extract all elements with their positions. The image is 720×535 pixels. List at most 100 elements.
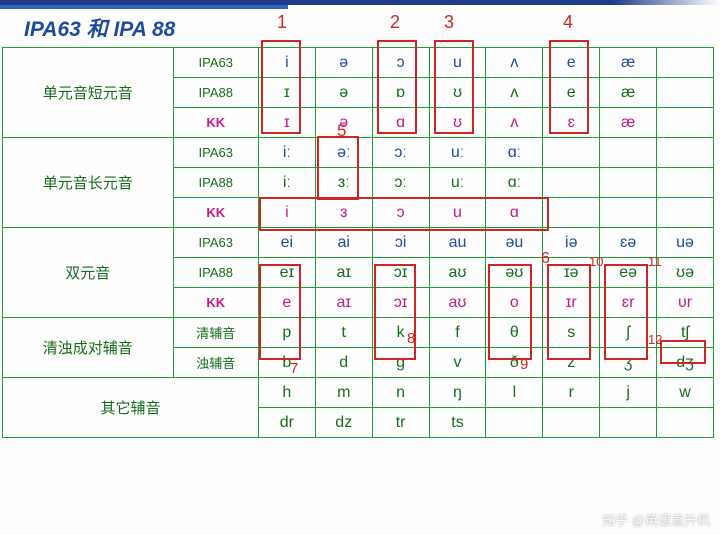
phoneme-cell bbox=[543, 138, 600, 168]
ipa-table-wrapper: 单元音短元音IPA63iəɔuʌeæIPA88ɪəɒʊʌeæKKɪəɑʊʌɛæ单… bbox=[0, 47, 720, 438]
system-label: IPA88 bbox=[173, 258, 258, 288]
phoneme-cell: g bbox=[372, 348, 429, 378]
phoneme-cell: ʊ bbox=[429, 78, 486, 108]
phoneme-cell: dʒ bbox=[657, 348, 714, 378]
phoneme-cell: tʃ bbox=[657, 318, 714, 348]
phoneme-cell: e bbox=[543, 48, 600, 78]
phoneme-cell: i bbox=[258, 198, 315, 228]
system-label: IPA63 bbox=[173, 228, 258, 258]
phoneme-cell: ʒ bbox=[600, 348, 657, 378]
phoneme-cell: əu bbox=[486, 228, 543, 258]
phoneme-cell: h bbox=[258, 378, 315, 408]
ipa-table: 单元音短元音IPA63iəɔuʌeæIPA88ɪəɒʊʌeæKKɪəɑʊʌɛæ单… bbox=[2, 47, 714, 438]
phoneme-cell: j bbox=[600, 378, 657, 408]
phoneme-cell: n bbox=[372, 378, 429, 408]
phoneme-cell: m bbox=[315, 378, 372, 408]
phoneme-cell: uə bbox=[657, 228, 714, 258]
phoneme-cell: əʊ bbox=[486, 258, 543, 288]
phoneme-cell bbox=[657, 408, 714, 438]
phoneme-cell: ɒ bbox=[372, 78, 429, 108]
phoneme-cell: k bbox=[372, 318, 429, 348]
phoneme-cell: ɑː bbox=[486, 138, 543, 168]
phoneme-cell: ɑː bbox=[486, 168, 543, 198]
phoneme-cell: e bbox=[543, 78, 600, 108]
system-label: IPA88 bbox=[173, 168, 258, 198]
system-label: KK bbox=[173, 288, 258, 318]
phoneme-cell: θ bbox=[486, 318, 543, 348]
phoneme-cell: l bbox=[486, 378, 543, 408]
phoneme-cell: ɜː bbox=[315, 168, 372, 198]
system-label: KK bbox=[173, 198, 258, 228]
system-label: IPA63 bbox=[173, 48, 258, 78]
phoneme-cell: iː bbox=[258, 138, 315, 168]
phoneme-cell: æ bbox=[600, 108, 657, 138]
phoneme-cell: iə bbox=[543, 228, 600, 258]
phoneme-cell bbox=[657, 168, 714, 198]
phoneme-cell: ɔɪ bbox=[372, 288, 429, 318]
category-label: 清浊成对辅音 bbox=[3, 318, 174, 378]
phoneme-cell: ɑ bbox=[486, 198, 543, 228]
phoneme-cell: uː bbox=[429, 138, 486, 168]
phoneme-cell: ʌ bbox=[486, 78, 543, 108]
phoneme-cell: aʊ bbox=[429, 288, 486, 318]
phoneme-cell: ɔː bbox=[372, 168, 429, 198]
phoneme-cell: ɔː bbox=[372, 138, 429, 168]
phoneme-cell: ɪə bbox=[543, 258, 600, 288]
phoneme-cell: ɜ bbox=[315, 198, 372, 228]
phoneme-cell: dz bbox=[315, 408, 372, 438]
phoneme-cell: u bbox=[429, 198, 486, 228]
phoneme-cell: ɛə bbox=[600, 228, 657, 258]
phoneme-cell: ŋ bbox=[429, 378, 486, 408]
phoneme-cell bbox=[657, 48, 714, 78]
phoneme-cell: s bbox=[543, 318, 600, 348]
phoneme-cell: ɪ bbox=[258, 78, 315, 108]
phoneme-cell bbox=[600, 408, 657, 438]
phoneme-cell: ɔ bbox=[372, 48, 429, 78]
phoneme-cell: d bbox=[315, 348, 372, 378]
phoneme-cell: ð bbox=[486, 348, 543, 378]
phoneme-cell: aʊ bbox=[429, 258, 486, 288]
category-label: 单元音长元音 bbox=[3, 138, 174, 228]
phoneme-cell: t bbox=[315, 318, 372, 348]
category-label: 单元音短元音 bbox=[3, 48, 174, 138]
phoneme-cell: ʌ bbox=[486, 48, 543, 78]
phoneme-cell: eɪ bbox=[258, 258, 315, 288]
phoneme-cell bbox=[543, 408, 600, 438]
phoneme-cell: ei bbox=[258, 228, 315, 258]
system-label: KK bbox=[173, 108, 258, 138]
system-label: IPA88 bbox=[173, 78, 258, 108]
phoneme-cell: f bbox=[429, 318, 486, 348]
system-label: 浊辅音 bbox=[173, 348, 258, 378]
phoneme-cell: e bbox=[258, 288, 315, 318]
phoneme-cell: o bbox=[486, 288, 543, 318]
system-label: 清辅音 bbox=[173, 318, 258, 348]
phoneme-cell bbox=[543, 198, 600, 228]
phoneme-cell: uː bbox=[429, 168, 486, 198]
phoneme-cell: aɪ bbox=[315, 288, 372, 318]
phoneme-cell bbox=[657, 78, 714, 108]
page-title: IPA63 和 IPA 88 bbox=[0, 9, 720, 47]
phoneme-cell bbox=[657, 198, 714, 228]
phoneme-cell: r bbox=[543, 378, 600, 408]
phoneme-cell: b bbox=[258, 348, 315, 378]
phoneme-cell: ɔɪ bbox=[372, 258, 429, 288]
phoneme-cell bbox=[486, 408, 543, 438]
phoneme-cell bbox=[657, 108, 714, 138]
phoneme-cell: eə bbox=[600, 258, 657, 288]
system-label: IPA63 bbox=[173, 138, 258, 168]
phoneme-cell: ʌ bbox=[486, 108, 543, 138]
phoneme-cell: ɔi bbox=[372, 228, 429, 258]
phoneme-cell: æ bbox=[600, 48, 657, 78]
phoneme-cell: ɑ bbox=[372, 108, 429, 138]
phoneme-cell bbox=[657, 138, 714, 168]
phoneme-cell: i bbox=[258, 48, 315, 78]
phoneme-cell: ᴜr bbox=[657, 288, 714, 318]
phoneme-cell bbox=[543, 168, 600, 198]
phoneme-cell: ʃ bbox=[600, 318, 657, 348]
phoneme-cell bbox=[600, 198, 657, 228]
phoneme-cell: ɪ bbox=[258, 108, 315, 138]
phoneme-cell: iː bbox=[258, 168, 315, 198]
phoneme-cell: ɪr bbox=[543, 288, 600, 318]
phoneme-cell: ɔ bbox=[372, 198, 429, 228]
phoneme-cell: w bbox=[657, 378, 714, 408]
